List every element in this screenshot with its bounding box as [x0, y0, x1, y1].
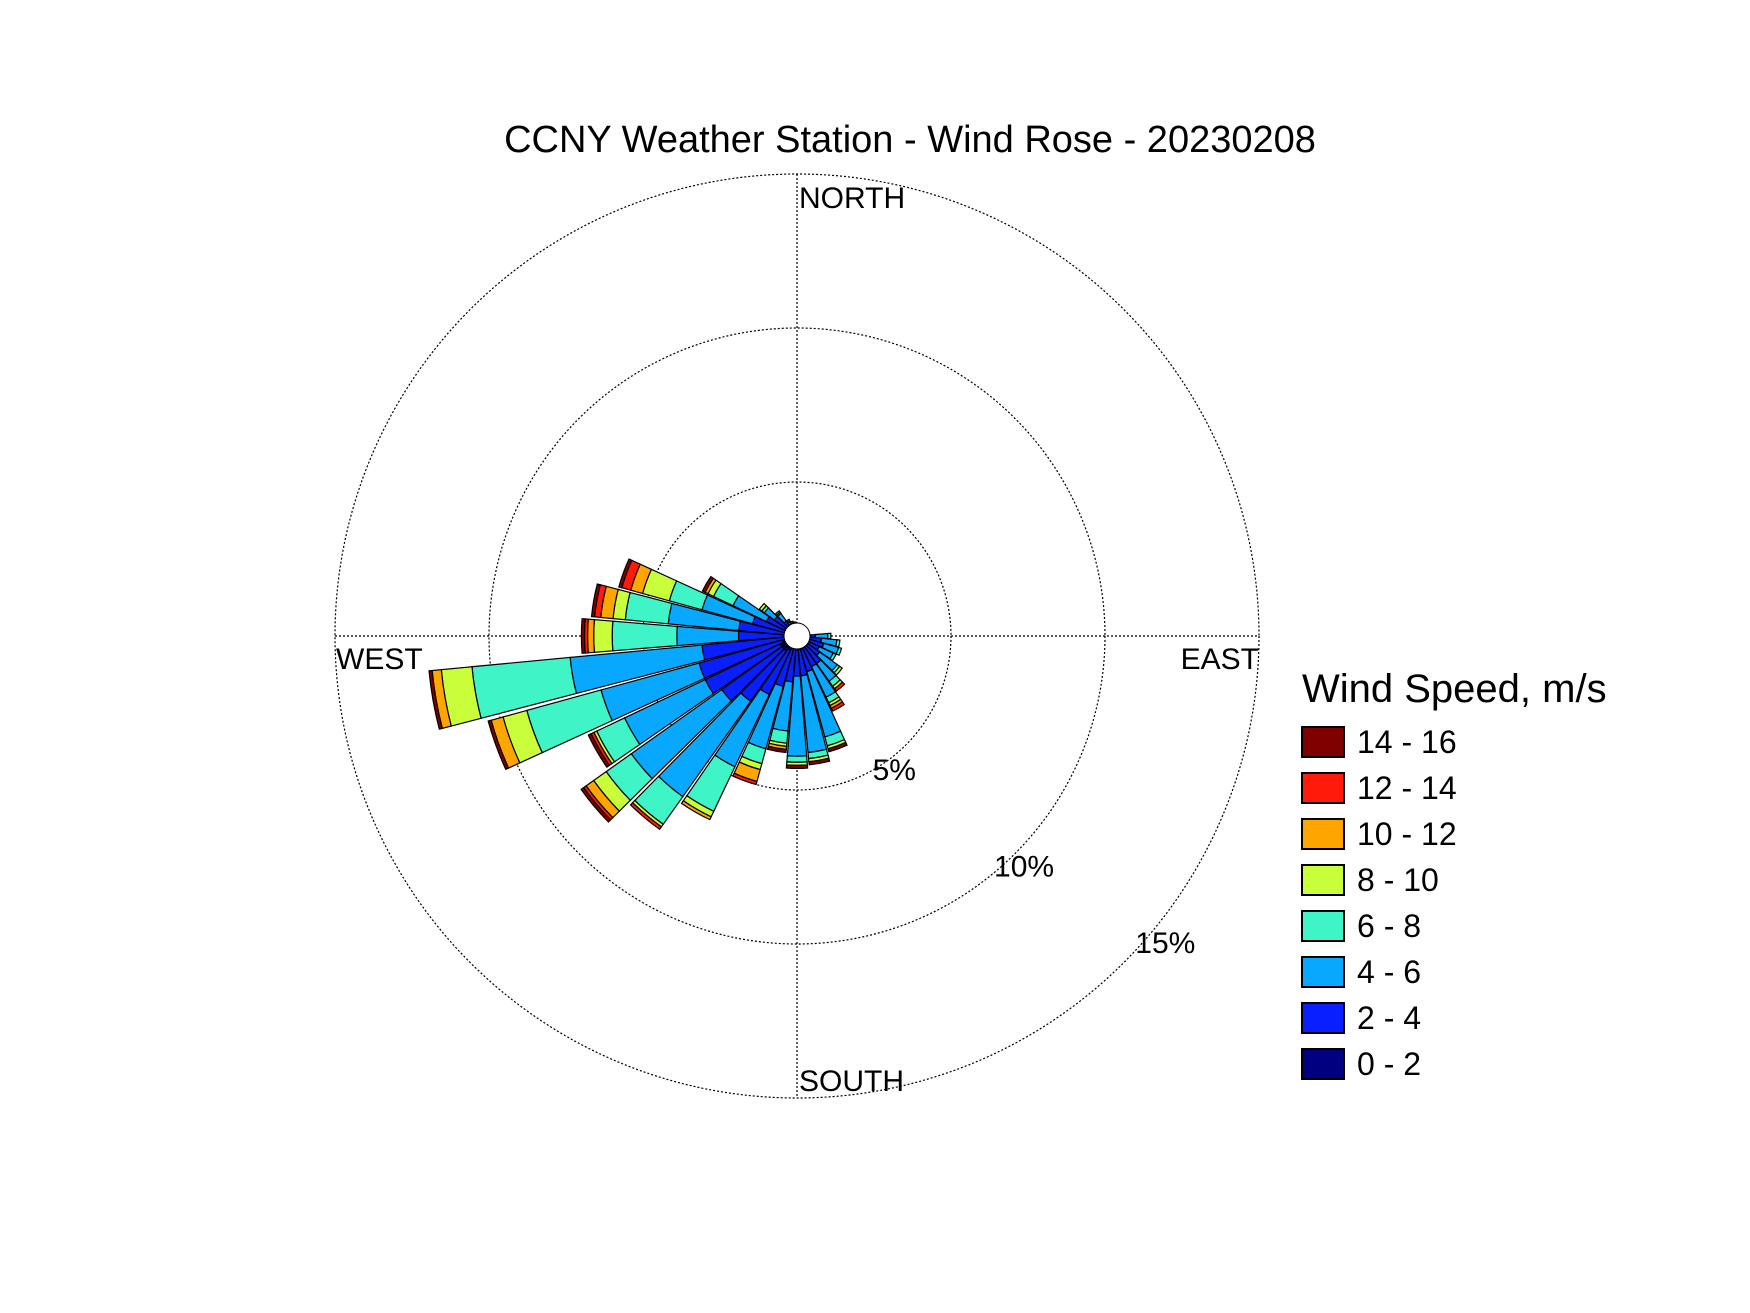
sector-100-bin-3 — [835, 639, 841, 648]
legend-label-1: 12 - 14 — [1357, 770, 1457, 806]
direction-label-south: SOUTH — [799, 1065, 904, 1098]
legend-label-6: 2 - 4 — [1357, 1000, 1421, 1036]
sector-300-bin-7 — [701, 575, 715, 594]
sector-220-bin-6 — [629, 801, 663, 831]
sector-160-bin-7 — [827, 741, 848, 753]
sector-110-bin-3 — [835, 646, 843, 657]
direction-label-east: EAST — [1181, 643, 1259, 676]
legend-swatch-5 — [1301, 956, 1345, 988]
sector-310-bin-4 — [758, 602, 768, 612]
sector-200-bin-6 — [732, 772, 758, 786]
sector-170-bin-7 — [808, 757, 831, 766]
legend-label-3: 8 - 10 — [1357, 862, 1439, 898]
legend-label-4: 6 - 8 — [1357, 908, 1421, 944]
legend-swatch-7 — [1301, 1048, 1345, 1080]
sector-270-bin-7 — [580, 618, 586, 654]
sector-340-bin-4 — [789, 620, 795, 625]
sector-290-bin-7 — [618, 558, 633, 589]
sector-210-bin-5 — [680, 799, 712, 821]
sector-230-bin-7 — [580, 786, 612, 823]
legend-swatch-0 — [1301, 726, 1345, 758]
ring-labels: 5% 10% 15% — [873, 754, 1196, 960]
sector-180-bin-7 — [785, 764, 809, 770]
legend-title: Wind Speed, m/s — [1302, 667, 1607, 711]
legend-label-0: 14 - 16 — [1357, 724, 1457, 760]
sector-270-bin-3 — [611, 620, 678, 652]
sector-190-bin-7 — [766, 745, 787, 754]
legend-label-5: 4 - 6 — [1357, 954, 1421, 990]
legend-swatch-2 — [1301, 818, 1345, 850]
sector-130-bin-4 — [833, 665, 844, 676]
sector-180-bin-3 — [786, 755, 808, 763]
sector-260-bin-7 — [428, 669, 444, 730]
ring-label-3: 15% — [1135, 927, 1195, 960]
legend-swatch-6 — [1301, 1002, 1345, 1034]
sector-330-bin-4 — [785, 618, 791, 623]
wind-sectors — [428, 558, 848, 831]
sector-270-bin-4 — [593, 619, 614, 653]
direction-label-north: NORTH — [799, 182, 905, 215]
sector-270-bin-5 — [586, 618, 596, 654]
direction-label-west: WEST — [336, 643, 423, 676]
legend-swatch-3 — [1301, 864, 1345, 896]
sector-120-bin-3 — [829, 652, 837, 662]
calm-center-circle — [783, 622, 811, 650]
legend-label-7: 0 - 2 — [1357, 1046, 1421, 1082]
chart-title: CCNY Weather Station - Wind Rose - 20230… — [504, 119, 1316, 161]
ring-label-2: 10% — [994, 850, 1054, 883]
sector-250-bin-7 — [487, 719, 510, 771]
sector-90-bin-3 — [827, 632, 832, 640]
ring-label-1: 5% — [873, 754, 916, 787]
sector-240-bin-7 — [587, 732, 611, 769]
sector-280-bin-7 — [590, 583, 602, 618]
sector-320-bin-4 — [774, 610, 781, 617]
legend-label-2: 10 - 12 — [1357, 816, 1457, 852]
legend-swatch-4 — [1301, 910, 1345, 942]
legend-swatch-1 — [1301, 772, 1345, 804]
sector-150-bin-6 — [830, 701, 846, 712]
legend: 14 - 16 12 - 14 10 - 12 8 - 10 6 - 8 4 - 6 2 -… — [1301, 724, 1457, 1082]
sector-140-bin-6 — [833, 681, 846, 693]
